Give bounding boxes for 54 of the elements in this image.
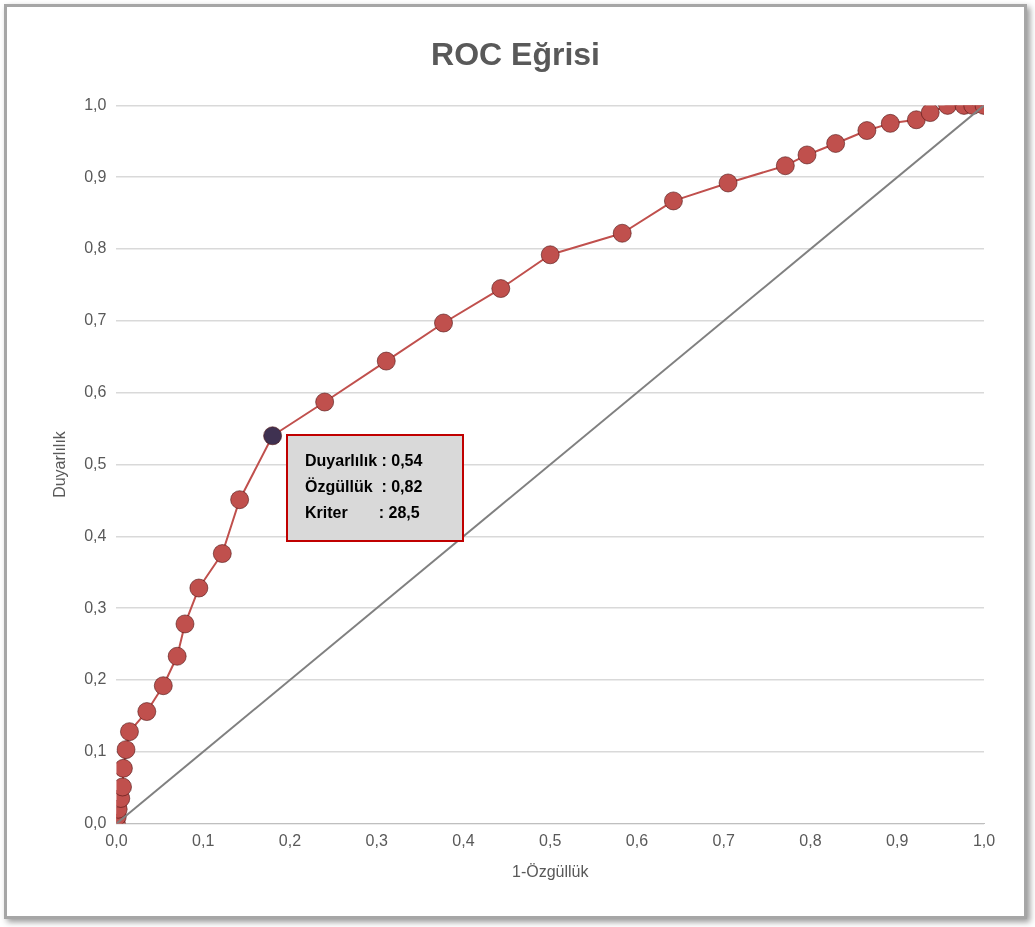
- chart-title: ROC Eğrisi: [431, 36, 600, 73]
- x-tick-label: 0,8: [799, 831, 822, 849]
- y-tick-label: 0,4: [84, 526, 107, 544]
- y-tick-label: 0,5: [84, 454, 107, 472]
- y-tick-label: 0,9: [84, 167, 107, 185]
- point: [116, 740, 136, 760]
- point: [540, 245, 560, 265]
- y-tick-label: 0,8: [84, 239, 107, 257]
- point: [920, 105, 940, 123]
- x-tick-label: 0,0: [105, 831, 128, 849]
- point: [175, 614, 195, 634]
- annotation: Özgüllük : 0,82: [305, 476, 423, 497]
- y-tick-label: 1,0: [84, 95, 107, 113]
- x-tick-label: 0,2: [278, 831, 302, 849]
- point: [315, 392, 335, 412]
- y-tick-label: 0,1: [84, 742, 107, 760]
- y-tick-label: 0,0: [84, 814, 107, 832]
- x-tick-label: 0,1: [192, 831, 215, 849]
- x-tick-label: 0,6: [625, 831, 649, 849]
- point: [906, 110, 926, 130]
- point: [167, 646, 187, 666]
- callout-box: Duyarlılık : 0,54 Özgüllük : 0,82 Kriter : 28,5: [286, 434, 465, 542]
- point: [434, 313, 454, 333]
- point: [718, 173, 738, 193]
- point: [189, 578, 209, 598]
- x-tick-label: 0,4: [452, 831, 475, 849]
- x-tick-label: 0,7: [712, 831, 735, 849]
- y-tick-label: 0,3: [84, 598, 107, 616]
- point: [857, 121, 877, 141]
- y-axis-title: Duyarlılık: [51, 430, 69, 498]
- y-tick-label: 0,6: [84, 383, 107, 401]
- x-axis-title: 1-Özgüllük: [511, 862, 590, 880]
- x-tick-label: 0,9: [886, 831, 909, 849]
- point: [119, 722, 139, 742]
- point: [376, 351, 396, 371]
- y-tick-label: 0,7: [84, 311, 107, 329]
- point: [775, 156, 795, 176]
- point: [663, 191, 683, 211]
- point: [797, 145, 817, 165]
- point: [137, 702, 157, 722]
- point: [230, 490, 250, 510]
- point: [880, 113, 900, 133]
- x-tick-label: 0,3: [365, 831, 388, 849]
- point: [212, 544, 232, 564]
- point: [826, 133, 846, 153]
- y-tick-label: 0,2: [84, 670, 107, 688]
- x-tick-label: 1,0: [972, 831, 996, 849]
- point: [153, 676, 173, 696]
- point: [263, 426, 283, 446]
- x-tick-label: 0,5: [539, 831, 562, 849]
- annotation: Kriter : 28,5: [305, 503, 421, 523]
- point: [612, 223, 632, 243]
- annotation: Duyarlılık : 0,54: [305, 451, 423, 471]
- point: [491, 279, 511, 299]
